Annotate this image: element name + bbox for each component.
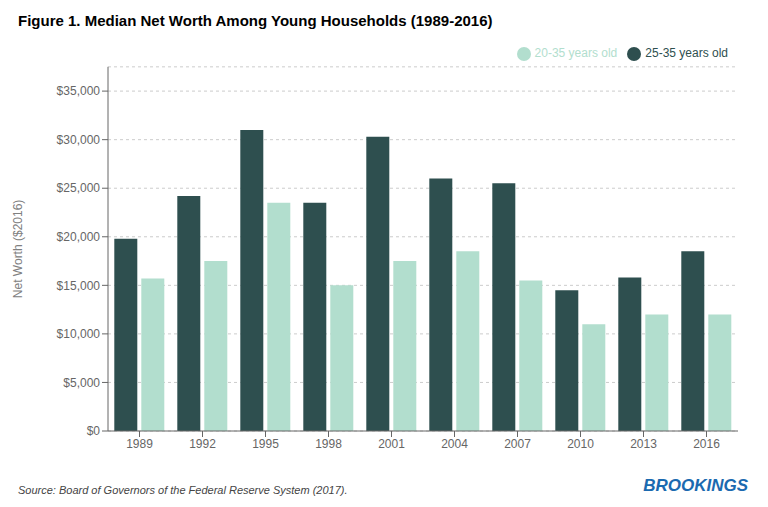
html-text:Figure 1. Median Net Worth Amo: Figure 1. Median Net Worth Among Young H…	[18, 12, 493, 29]
svg-text:$0: $0	[87, 424, 101, 438]
svg-text:$15,000: $15,000	[57, 279, 101, 293]
svg-text:1989: 1989	[126, 437, 153, 451]
html-text:BROOKINGS: BROOKINGS	[643, 476, 748, 495]
svg-text:2001: 2001	[378, 437, 405, 451]
svg-text:2004: 2004	[441, 437, 468, 451]
svg-text:Net Worth ($2016): Net Worth ($2016)	[11, 200, 25, 299]
svg-text:2007: 2007	[504, 437, 531, 451]
svg-text:2010: 2010	[567, 437, 594, 451]
svg-text:1995: 1995	[252, 437, 279, 451]
html-text:Source: Board of Governors of: Source: Board of Governors of the Federa…	[18, 484, 348, 496]
svg-text:2016: 2016	[693, 437, 720, 451]
svg-text:$20,000: $20,000	[57, 230, 101, 244]
svg-text:$5,000: $5,000	[63, 376, 100, 390]
svg-text:2013: 2013	[630, 437, 657, 451]
svg-text:$25,000: $25,000	[57, 181, 101, 195]
svg-text:$30,000: $30,000	[57, 133, 101, 147]
html-text:20-35 years old: 20-35 years old	[534, 46, 618, 60]
svg-text:1998: 1998	[315, 437, 342, 451]
html-text:25-35 years old: 25-35 years old	[645, 46, 728, 60]
svg-text:1992: 1992	[189, 437, 216, 451]
svg-text:$10,000: $10,000	[57, 327, 101, 341]
svg-text:$35,000: $35,000	[57, 84, 101, 98]
